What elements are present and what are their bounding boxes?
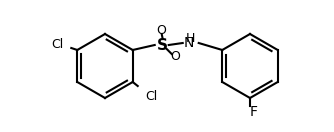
- Text: S: S: [157, 37, 168, 53]
- Text: H: H: [186, 32, 195, 46]
- Text: Cl: Cl: [146, 89, 158, 103]
- Text: O: O: [156, 25, 166, 37]
- Text: N: N: [183, 36, 194, 50]
- Text: Cl: Cl: [51, 39, 63, 51]
- Text: O: O: [170, 51, 180, 63]
- Text: F: F: [250, 105, 258, 119]
